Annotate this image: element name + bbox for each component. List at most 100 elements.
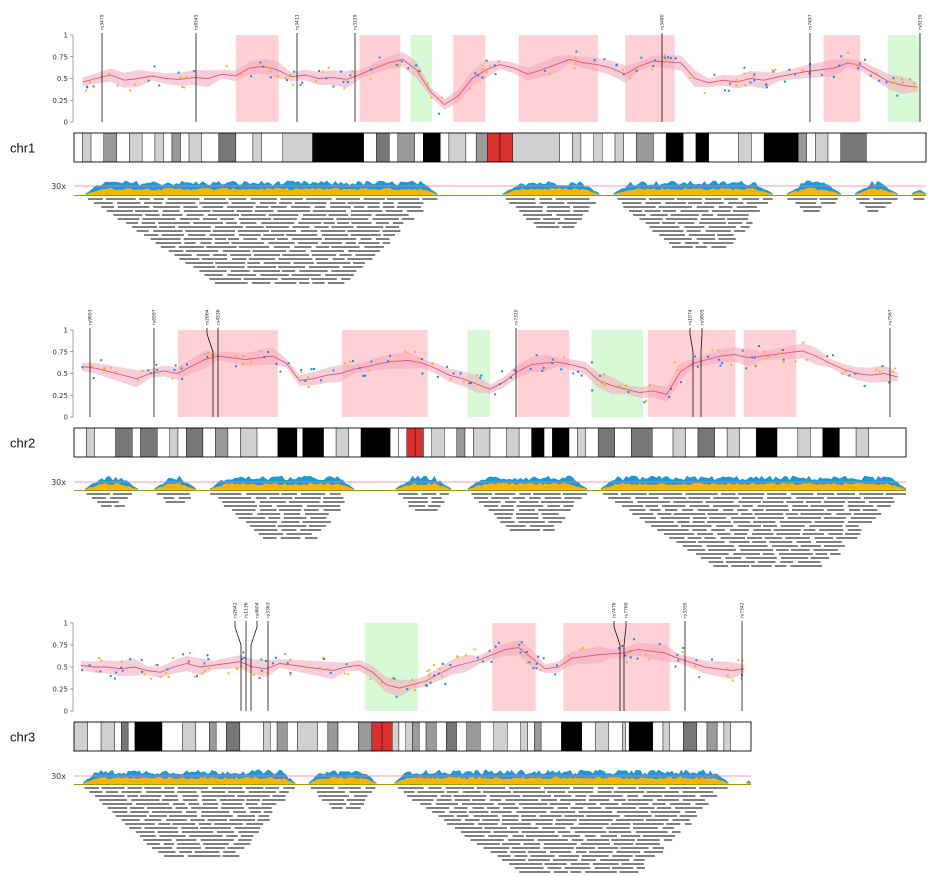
snp-point <box>407 67 410 70</box>
cytoband <box>614 132 624 163</box>
snp-point <box>81 669 84 672</box>
snp-point <box>103 366 106 369</box>
snp-marker: rs3479 <box>100 14 106 122</box>
snp-point <box>573 67 576 70</box>
snp-marker-line <box>623 621 627 711</box>
snp-point <box>831 354 834 357</box>
snp-point <box>250 75 253 78</box>
snp-point <box>121 669 124 672</box>
snp-point <box>274 656 277 659</box>
snp-point <box>90 365 93 368</box>
cytoband <box>866 132 927 163</box>
snp-point <box>446 365 449 368</box>
snp-point <box>167 675 170 678</box>
y-tick-label: 1 <box>64 32 68 40</box>
y-tick-label: 0 <box>64 708 68 716</box>
snp-point <box>525 653 528 656</box>
snp-point <box>332 85 335 88</box>
snp-marker: rs9693 <box>88 309 94 417</box>
snp-point <box>763 350 766 353</box>
snp-label: rs7320 <box>514 309 520 325</box>
snp-point <box>208 667 211 670</box>
snp-point <box>698 676 701 679</box>
snp-point <box>284 76 287 79</box>
coverage-area-mapped <box>613 187 773 195</box>
snp-point <box>628 77 631 80</box>
panel-chr1: 1 0.75 0.5 0.25 0 rs3479 rs6545 rs3411 rs3229 rs3… <box>10 14 927 284</box>
snp-point <box>509 376 512 379</box>
snp-point <box>285 79 288 82</box>
snp-point <box>535 667 538 670</box>
snp-point <box>262 65 265 68</box>
cytoband <box>256 427 279 458</box>
snp-marker: rs6545 <box>194 14 200 122</box>
cytoband <box>475 132 488 163</box>
snp-point <box>236 667 239 670</box>
snp-point <box>109 675 112 678</box>
snp-point <box>669 387 672 390</box>
centromere-band <box>371 721 383 752</box>
snp-point <box>179 366 182 369</box>
cytoband <box>276 721 288 752</box>
panel-chr3: 1 0.75 0.5 0.25 0 rs2642 rs1136 rs4604 rs3363 rs7… <box>10 602 752 873</box>
snp-point <box>195 675 198 678</box>
snp-point <box>421 372 424 375</box>
gain-region <box>235 35 279 122</box>
cytoband <box>682 132 697 163</box>
cytoband <box>672 427 686 458</box>
snp-point <box>369 77 372 80</box>
cytoband <box>116 132 130 163</box>
cytoband <box>129 132 143 163</box>
cytoband <box>358 721 373 752</box>
snp-point <box>241 362 244 365</box>
snp-point <box>782 358 785 361</box>
snp-point <box>473 648 476 651</box>
snp-point <box>395 695 398 698</box>
snp-point <box>206 356 209 359</box>
snp-point <box>666 60 669 63</box>
snp-point <box>782 361 785 364</box>
centromere-band <box>414 427 424 458</box>
cytoband <box>636 132 654 163</box>
cytoband <box>512 132 560 163</box>
snp-marker-line <box>250 621 258 711</box>
snp-point <box>275 362 278 365</box>
snp-marker: rs3350 <box>683 602 689 711</box>
snp-point <box>648 658 651 661</box>
snp-point <box>413 689 416 692</box>
coverage-area-mapped <box>154 483 196 490</box>
snp-point <box>744 84 747 87</box>
snp-point <box>752 75 755 78</box>
snp-point <box>349 360 352 363</box>
cytoband <box>182 721 197 752</box>
cytoband <box>177 427 187 458</box>
coverage-area-mapped <box>209 482 355 490</box>
snp-point <box>772 70 775 73</box>
snp-label: rs6597 <box>152 309 158 325</box>
cytoband <box>389 427 399 458</box>
snp-point <box>318 70 321 73</box>
snp-point <box>848 374 851 377</box>
cytoband <box>465 132 477 163</box>
snp-point <box>173 368 176 371</box>
snp-point <box>618 385 621 388</box>
snp-point <box>429 681 432 684</box>
snp-point <box>259 349 262 352</box>
snp-point <box>180 367 183 370</box>
snp-point <box>193 70 196 73</box>
chromosome-ideogram <box>73 427 907 458</box>
snp-point <box>364 374 367 377</box>
cytoband <box>376 132 390 163</box>
cytoband <box>585 427 599 458</box>
cytoband <box>163 132 173 163</box>
cytoband <box>466 721 481 752</box>
cytoband <box>507 721 522 752</box>
snp-marker: rs1136 <box>244 602 250 711</box>
snp-point <box>677 659 680 662</box>
snp-point <box>459 372 462 375</box>
snp-point <box>745 367 748 370</box>
snp-point <box>349 74 352 77</box>
cytoband <box>855 427 869 458</box>
snp-point <box>794 73 797 76</box>
snp-point <box>711 349 714 352</box>
